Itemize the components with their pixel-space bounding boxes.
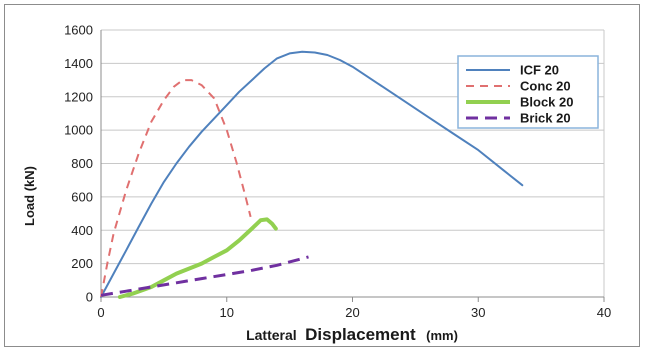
legend-label: ICF 20	[520, 63, 559, 78]
legend-box	[457, 55, 599, 129]
x-tick-label: 30	[471, 305, 485, 320]
x-tick-label: 10	[220, 305, 234, 320]
y-tick-label: 0	[86, 290, 93, 305]
series-line-icf-20	[100, 50, 524, 298]
y-tick-label: 1600	[64, 23, 93, 38]
tick-labels: 0 200 400 600 800 1000 1200 1400 1600 0 10 20 30 40	[64, 23, 611, 321]
x-axis-label-main: Displacement	[305, 325, 416, 344]
y-tick-label: 400	[71, 223, 93, 238]
x-axis-label-unit: (mm)	[426, 328, 458, 343]
x-tick-label: 20	[345, 305, 359, 320]
x-tick-label: 40	[597, 305, 611, 320]
y-tick-label: 800	[71, 156, 93, 171]
y-tick-label: 1200	[64, 89, 93, 104]
y-tick-label: 1400	[64, 56, 93, 71]
legend-label: Block 20	[520, 95, 573, 110]
x-tick-label: 0	[97, 305, 104, 320]
series-line-conc-20	[100, 79, 252, 298]
y-tick-label: 200	[71, 256, 93, 271]
y-tick-label: 1000	[64, 123, 93, 138]
x-axis-label-prefix: Latteral	[246, 327, 297, 343]
y-tick-label: 600	[71, 189, 93, 204]
legend-label: Brick 20	[520, 111, 571, 126]
series-line-brick-20	[100, 255, 309, 297]
series	[100, 50, 524, 299]
y-axis-label: Load (kN)	[22, 166, 37, 226]
axes	[100, 30, 605, 302]
series-line-block-20	[117, 217, 278, 299]
x-axis-label: Latteral Displacement (mm)	[246, 325, 458, 344]
legend-label: Conc 20	[520, 79, 571, 94]
